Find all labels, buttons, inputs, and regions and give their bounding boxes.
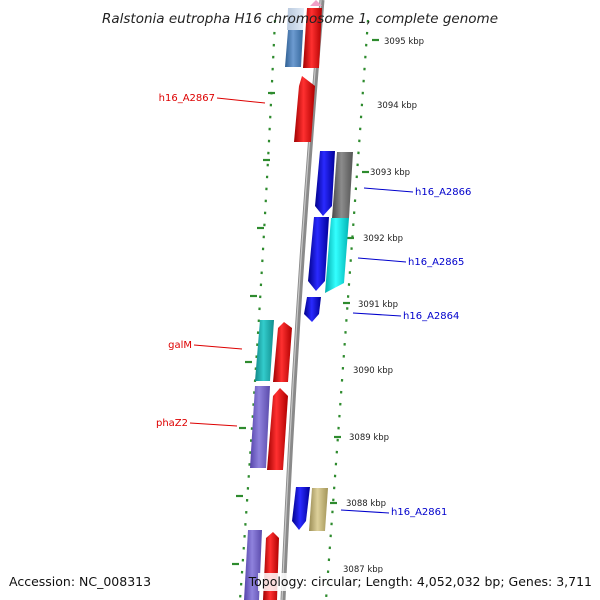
accession-text: Accession: NC_008313 — [9, 574, 151, 589]
gene-feature-phaz2[interactable] — [250, 386, 270, 468]
gene-feature-pink-arrow[interactable] — [310, 0, 322, 6]
leader-line — [352, 312, 402, 317]
kbp-label: 3088 kbp — [346, 499, 386, 509]
gene-label-h16-a2861[interactable]: h16_A2861 — [391, 507, 447, 518]
gene-label-phaz2[interactable]: phaZ2 — [156, 418, 188, 429]
inner-ring-marks — [324, 19, 370, 600]
chromosome-backbone — [280, 0, 325, 600]
gene-features — [244, 0, 353, 600]
leader-line — [193, 344, 243, 350]
gene-label-galm[interactable]: galM — [168, 340, 192, 351]
genome-summary-text: Topology: circular; Length: 4,052,032 bp… — [248, 574, 592, 589]
kbp-label: 3092 kbp — [363, 234, 403, 244]
gene-feature-h16-a2865[interactable] — [325, 218, 349, 293]
gene-feature-steelblue[interactable] — [285, 30, 303, 67]
kbp-label: 3094 kbp — [377, 101, 417, 111]
gene-feature-red[interactable] — [273, 322, 292, 382]
gene-feature-galm[interactable] — [255, 320, 274, 381]
kbp-label: 3090 kbp — [353, 366, 393, 376]
chromosome-backbone-highlight — [281, 0, 322, 600]
gene-feature-purple[interactable] — [244, 530, 262, 600]
gene-feature-blue[interactable] — [292, 487, 310, 530]
kbp-label: 3089 kbp — [349, 433, 389, 443]
gene-label-h16-a2867[interactable]: h16_A2867 — [159, 93, 215, 104]
kbp-label: 3091 kbp — [358, 300, 398, 310]
label-leader-lines — [189, 97, 414, 514]
gene-feature-h16-a2866[interactable] — [332, 152, 353, 218]
gene-feature-blue[interactable] — [308, 217, 329, 291]
gene-feature-pale[interactable] — [287, 8, 304, 30]
kbp-label: 3093 kbp — [370, 168, 410, 178]
gene-label-h16-a2864[interactable]: h16_A2864 — [403, 311, 459, 322]
leader-line — [340, 509, 390, 514]
gene-feature-red[interactable] — [303, 8, 322, 68]
gene-feature-h16-a2861[interactable] — [309, 488, 328, 531]
gene-label-h16-a2865[interactable]: h16_A2865 — [408, 257, 464, 268]
kbp-tick-labels: 3095 kbp 3094 kbp 3093 kbp 3092 kbp 3091… — [330, 37, 424, 575]
outer-ring-marks — [238, 19, 277, 600]
leader-line — [363, 187, 414, 193]
leader-line — [189, 422, 238, 427]
gene-feature-h16-a2867[interactable] — [294, 76, 315, 142]
kbp-label: 3095 kbp — [384, 37, 424, 47]
gene-feature-red[interactable] — [267, 388, 288, 470]
map-title: Ralstonia eutropha H16 chromosome 1, com… — [102, 11, 498, 27]
leader-line — [357, 257, 407, 263]
gene-feature-h16-a2864[interactable] — [304, 297, 321, 322]
leader-line — [216, 97, 266, 104]
gene-feature-blue[interactable] — [315, 151, 335, 216]
kbp-label: 3087 kbp — [343, 565, 383, 575]
gene-label-h16-a2866[interactable]: h16_A2866 — [415, 187, 471, 198]
summary-background — [258, 573, 596, 591]
gene-labels: h16_A2867 galM phaZ2 h16_A2866 h16_A2865… — [156, 93, 471, 518]
outer-ring-ticks — [232, 91, 275, 566]
